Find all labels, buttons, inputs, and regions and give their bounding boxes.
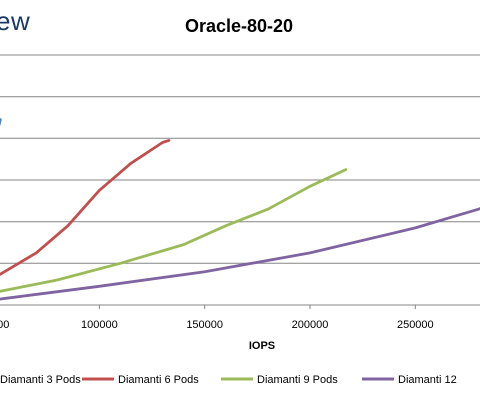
legend-label: Diamanti 6 Pods [118,374,199,386]
series-line-2 [0,139,171,276]
x-tick-label: 200000 [292,319,329,331]
legend-label: Diamanti 3 Pods [0,374,81,386]
legend-label: Diamanti 12 [398,374,457,386]
series-line-3 [0,168,348,293]
x-tick-label: 150000 [186,319,223,331]
x-tick-label: 250000 [397,319,434,331]
chart-title: Oracle-80-20 [185,16,293,36]
x-tick-label: 50000 [0,319,9,331]
series-line-4 [0,207,480,301]
x-axis-label: IOPS [249,340,275,352]
x-tick-label: 100000 [81,319,118,331]
logo-text: ew [0,6,31,36]
legend-label: Diamanti 9 Pods [257,374,338,386]
